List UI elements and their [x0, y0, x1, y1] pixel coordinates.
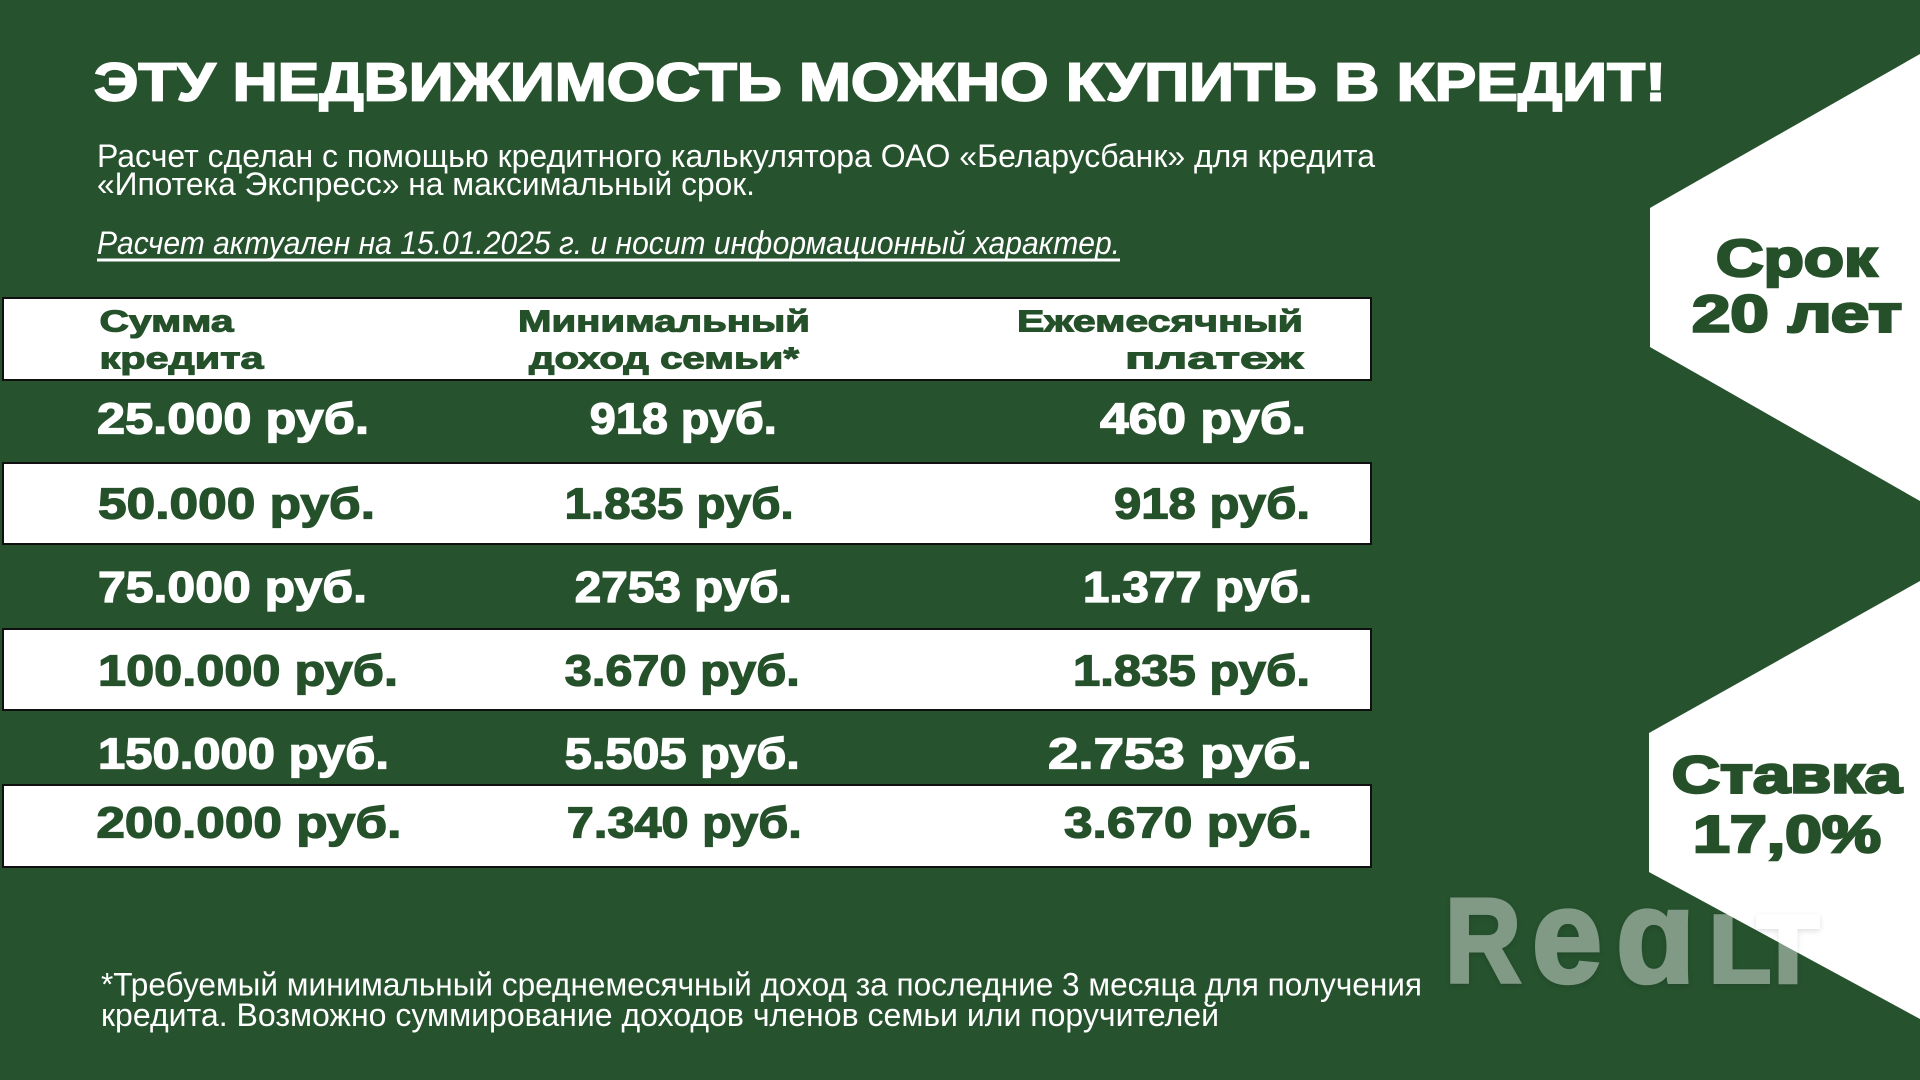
svg-text:50.000 руб.: 50.000 руб.: [98, 479, 375, 528]
svg-text:кредита: кредита: [100, 341, 265, 376]
svg-text:3.670 руб.: 3.670 руб.: [1064, 798, 1312, 847]
svg-text:e: e: [1532, 863, 1602, 1011]
svg-text:R: R: [1445, 874, 1521, 1008]
svg-text:Расчет сделан с помощью кредит: Расчет сделан с помощью кредитного кальк…: [97, 138, 1375, 174]
svg-text:Срок: Срок: [1716, 230, 1878, 288]
svg-text:5.505 руб.: 5.505 руб.: [565, 730, 800, 779]
svg-text:100.000 руб.: 100.000 руб.: [98, 647, 398, 696]
svg-text:3.670 руб.: 3.670 руб.: [565, 647, 800, 696]
svg-text:1.835 руб.: 1.835 руб.: [565, 479, 794, 528]
svg-text:ЭТУ НЕДВИЖИМОСТЬ МОЖНО КУПИТЬ: ЭТУ НЕДВИЖИМОСТЬ МОЖНО КУПИТЬ В КРЕДИТ!: [94, 53, 1666, 113]
svg-text:75.000 руб.: 75.000 руб.: [98, 563, 367, 612]
svg-text:«Ипотека Экспресс» на максимал: «Ипотека Экспресс» на максимальный срок.: [97, 166, 755, 202]
svg-text:7.340 руб.: 7.340 руб.: [567, 798, 802, 847]
svg-text:ɑ: ɑ: [1616, 863, 1695, 1011]
svg-text:2.753 руб.: 2.753 руб.: [1048, 730, 1312, 779]
svg-text:платеж: платеж: [1125, 341, 1305, 376]
svg-text:Ставка: Ставка: [1672, 747, 1903, 805]
svg-text:Расчет актуален на 15.01.2025: Расчет актуален на 15.01.2025 г. и носит…: [97, 225, 1120, 261]
svg-text:1.835 руб.: 1.835 руб.: [1073, 647, 1310, 696]
svg-text:150.000 руб.: 150.000 руб.: [98, 730, 389, 779]
svg-text:T: T: [1757, 896, 1819, 1003]
svg-text:доход семьи*: доход семьи*: [529, 341, 800, 376]
svg-text:17,0%: 17,0%: [1693, 806, 1881, 864]
svg-text:Сумма: Сумма: [100, 304, 235, 339]
svg-text:*Требуемый минимальный среднем: *Требуемый минимальный среднемесячный до…: [101, 967, 1422, 1003]
svg-text:200.000 руб.: 200.000 руб.: [96, 798, 401, 847]
svg-text:кредита. Возможно суммирование: кредита. Возможно суммирование доходов ч…: [101, 997, 1219, 1033]
svg-text:Ежемесячный: Ежемесячный: [1017, 304, 1303, 339]
svg-text:460 руб.: 460 руб.: [1100, 394, 1306, 443]
svg-text:918 руб.: 918 руб.: [1114, 479, 1310, 528]
svg-text:Минимальный: Минимальный: [518, 304, 810, 339]
svg-text:918 руб.: 918 руб.: [590, 394, 777, 443]
svg-text:20 лет: 20 лет: [1692, 286, 1902, 344]
svg-text:L: L: [1709, 896, 1771, 1003]
svg-text:2753 руб.: 2753 руб.: [575, 563, 792, 612]
svg-text:25.000 руб.: 25.000 руб.: [97, 394, 369, 443]
svg-text:1.377 руб.: 1.377 руб.: [1083, 563, 1312, 612]
